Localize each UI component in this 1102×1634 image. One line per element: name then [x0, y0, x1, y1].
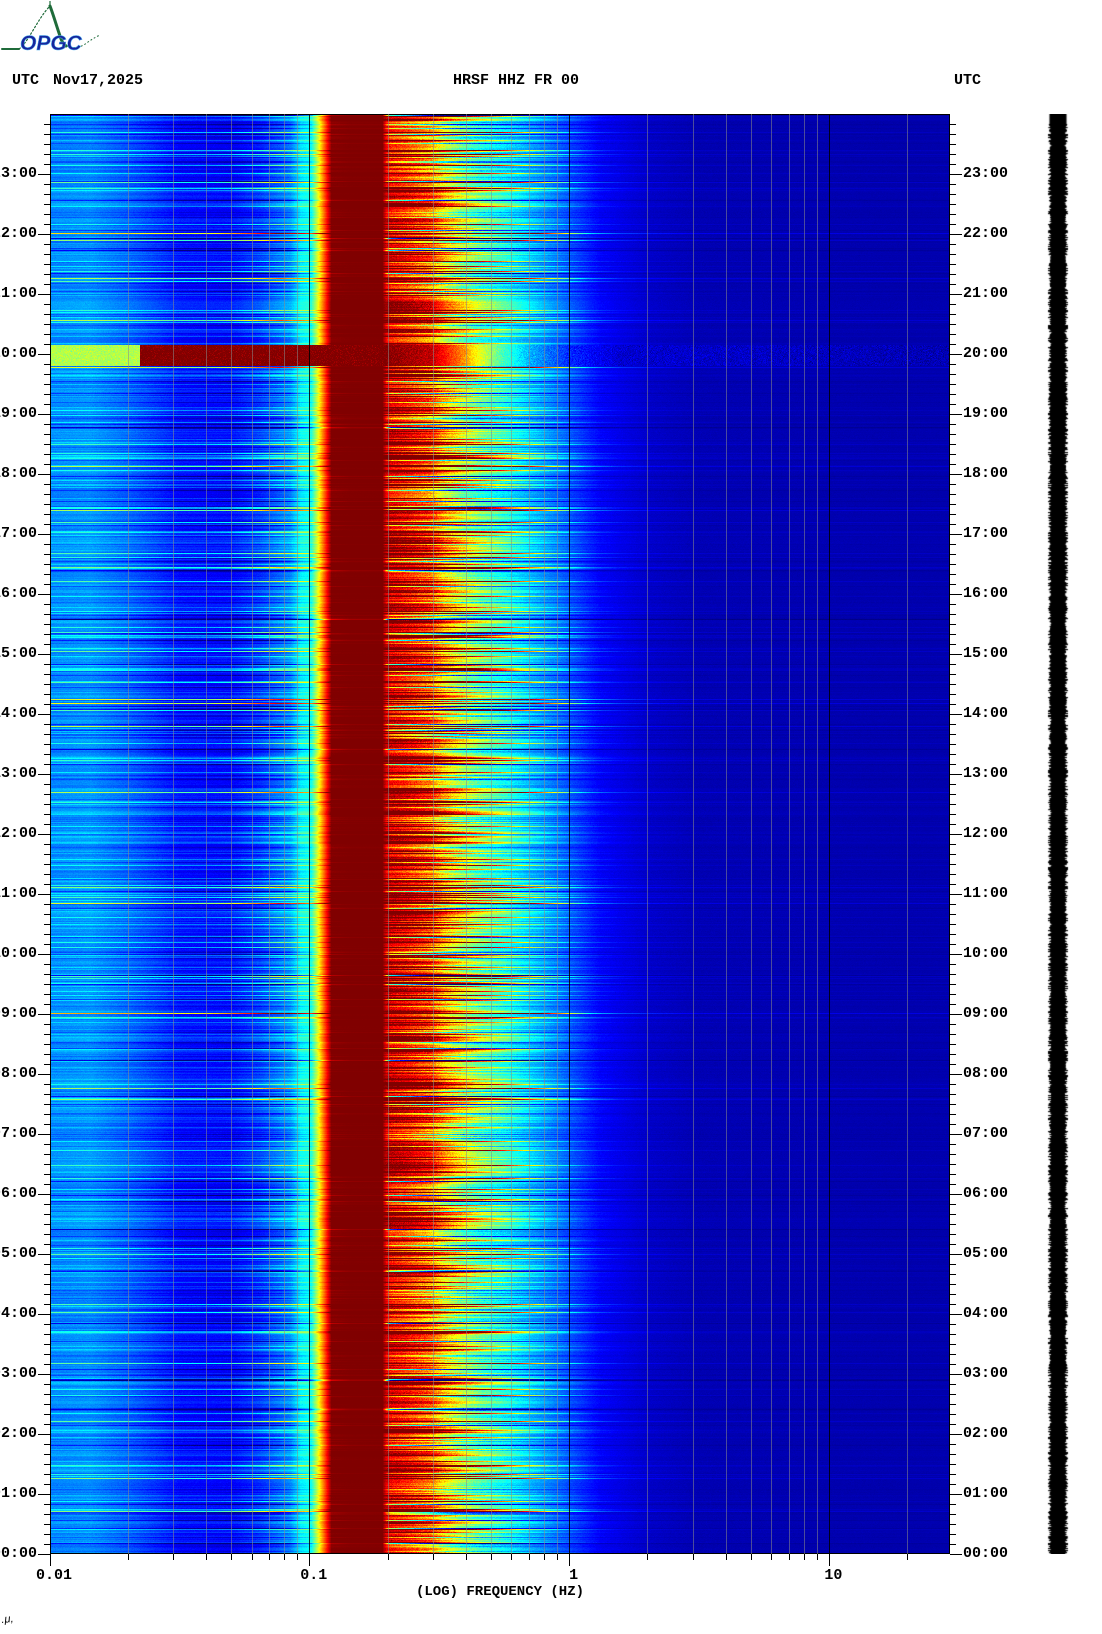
svg-text:OPGC: OPGC	[20, 32, 83, 55]
